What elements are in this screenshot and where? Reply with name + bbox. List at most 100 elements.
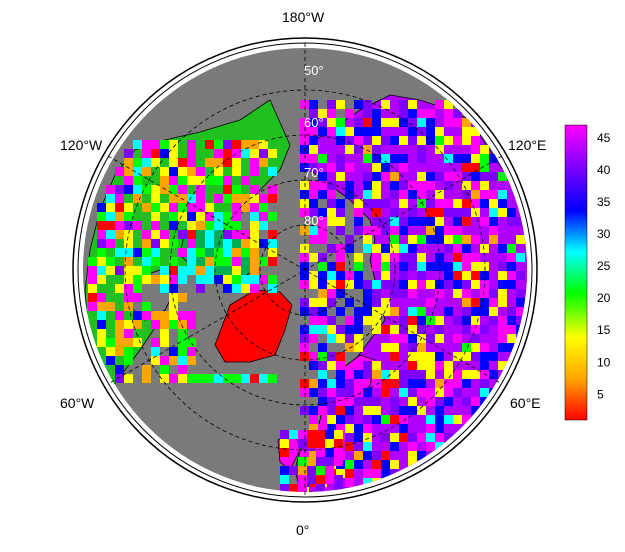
data-cell (444, 172, 453, 181)
data-cell (453, 352, 462, 361)
data-cell (316, 448, 325, 457)
data-cell (471, 298, 480, 307)
data-cell (453, 199, 462, 208)
data-cell (151, 356, 160, 365)
data-cell (336, 370, 345, 379)
data-cell (124, 203, 133, 212)
data-cell (381, 271, 390, 280)
data-cell (115, 194, 124, 203)
data-cell (318, 397, 327, 406)
data-cell (327, 208, 336, 217)
data-cell (471, 190, 480, 199)
data-cell (178, 293, 187, 302)
data-cell (480, 244, 489, 253)
data-cell (151, 311, 160, 320)
data-cell (516, 271, 525, 280)
data-cell (187, 257, 196, 266)
data-cell (232, 185, 241, 194)
data-cell (408, 388, 417, 397)
data-cell (160, 167, 169, 176)
data-cell (142, 248, 151, 257)
data-cell (169, 257, 178, 266)
data-cell (309, 181, 318, 190)
data-cell (318, 127, 327, 136)
data-cell (241, 140, 250, 149)
data-cell (417, 253, 426, 262)
data-cell (187, 311, 196, 320)
data-cell (372, 226, 381, 235)
data-cell (381, 343, 390, 352)
data-cell (435, 406, 444, 415)
data-cell (160, 275, 169, 284)
data-cell (417, 307, 426, 316)
data-cell (516, 307, 525, 316)
data-cell (453, 253, 462, 262)
data-cell (309, 316, 318, 325)
data-cell (309, 325, 318, 334)
data-cell (334, 439, 343, 448)
data-cell (363, 478, 372, 487)
data-cell (480, 163, 489, 172)
data-cell (327, 298, 336, 307)
data-cell (417, 145, 426, 154)
data-cell (327, 397, 336, 406)
data-cell (223, 185, 232, 194)
data-cell (318, 253, 327, 262)
data-cell (214, 257, 223, 266)
data-cell (250, 257, 259, 266)
data-cell (187, 347, 196, 356)
data-cell (444, 118, 453, 127)
data-cell (160, 338, 169, 347)
data-cell (453, 289, 462, 298)
data-cell (115, 365, 124, 374)
data-cell (336, 154, 345, 163)
data-cell (300, 253, 309, 262)
data-cell (309, 361, 318, 370)
data-cell (480, 289, 489, 298)
data-cell (417, 154, 426, 163)
data-cell (214, 374, 223, 383)
data-cell (232, 221, 241, 230)
data-cell (318, 316, 327, 325)
data-cell (345, 388, 354, 397)
data-cell (354, 334, 363, 343)
data-cell (363, 154, 372, 163)
data-cell (390, 136, 399, 145)
data-cell (196, 185, 205, 194)
data-cell (444, 361, 453, 370)
data-cell (214, 221, 223, 230)
data-cell (106, 230, 115, 239)
data-cell (390, 253, 399, 262)
data-cell (435, 316, 444, 325)
data-cell (115, 284, 124, 293)
data-cell (507, 271, 516, 280)
data-cell (327, 289, 336, 298)
data-cell (381, 325, 390, 334)
data-cell (354, 370, 363, 379)
data-cell (345, 469, 354, 478)
data-cell (309, 163, 318, 172)
data-cell (426, 397, 435, 406)
data-cell (390, 460, 399, 469)
data-cell (124, 338, 133, 347)
data-cell (250, 266, 259, 275)
data-cell (390, 343, 399, 352)
data-cell (309, 199, 318, 208)
data-cell (489, 298, 498, 307)
data-cell (309, 307, 318, 316)
data-cell (318, 154, 327, 163)
data-cell (372, 244, 381, 253)
data-cell (399, 388, 408, 397)
data-cell (115, 221, 124, 230)
data-cell (318, 280, 327, 289)
data-cell (336, 424, 345, 433)
data-cell (318, 361, 327, 370)
data-cell (453, 262, 462, 271)
data-cell (453, 235, 462, 244)
data-cell (289, 466, 298, 475)
data-cell (124, 176, 133, 185)
data-cell (334, 475, 343, 484)
data-cell (417, 136, 426, 145)
data-cell (372, 361, 381, 370)
data-cell (88, 257, 97, 266)
